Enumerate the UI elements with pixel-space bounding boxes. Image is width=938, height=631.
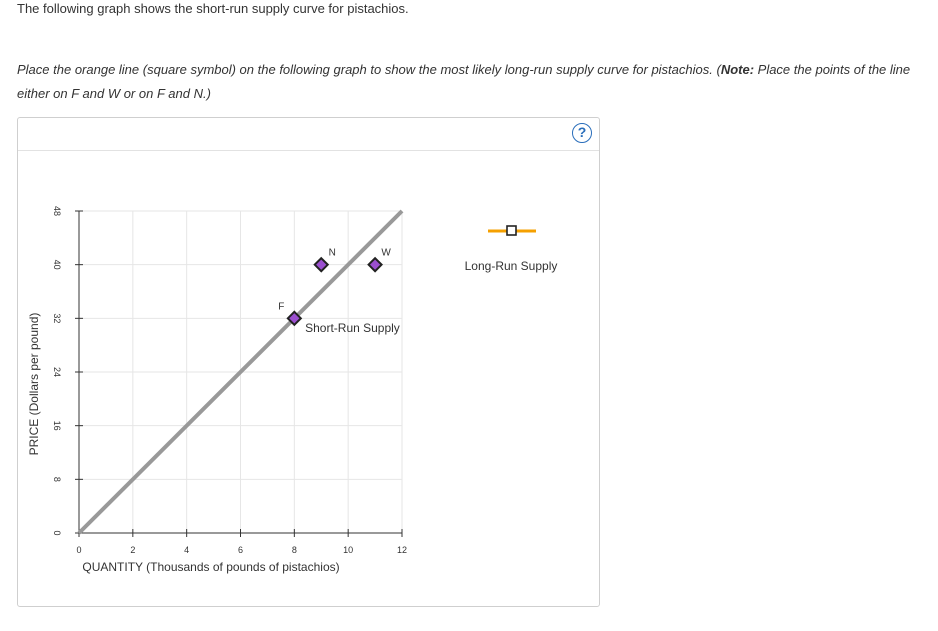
graph-panel: ? 0 2 4 6 8 10 12 0 8 16 24 32 40 48 QUANTITY (Thousan… <box>17 117 600 607</box>
help-icon[interactable]: ? <box>572 123 592 143</box>
note-text: Place the points of the line either on F… <box>17 62 911 101</box>
x-tick-label: 4 <box>184 545 189 555</box>
point-n[interactable] <box>313 256 330 273</box>
y-tick-label: 16 <box>52 421 62 431</box>
point-w[interactable] <box>367 256 383 273</box>
y-tick-label: 40 <box>52 260 62 270</box>
instructions-text: Place the orange line (square symbol) on… <box>17 58 929 106</box>
y-tick-label: 48 <box>52 206 62 216</box>
y-axis-label: PRICE (Dollars per pound) <box>27 313 41 456</box>
x-tick-label: 10 <box>343 545 353 555</box>
point-f[interactable] <box>286 310 303 327</box>
point-label-n: N <box>329 248 336 259</box>
x-axis-label: QUANTITY (Thousands of pounds of pistach… <box>82 560 339 574</box>
point-label-f: F <box>278 301 284 312</box>
instruction-main: Place the orange line (square symbol) on… <box>17 62 721 77</box>
short-run-supply-line <box>77 209 404 535</box>
point-label-w: W <box>381 248 391 259</box>
x-tick-label: 0 <box>76 545 81 555</box>
long-run-supply-square-icon[interactable] <box>506 225 517 236</box>
x-tick-label: 12 <box>397 545 407 555</box>
intro-text: The following graph shows the short-run … <box>17 1 409 16</box>
note-label: Note: <box>720 62 755 77</box>
short-run-supply-label: Short-Run Supply <box>305 321 400 335</box>
y-tick-label: 0 <box>52 530 62 535</box>
y-tick-label: 32 <box>52 313 62 323</box>
y-tick-label: 8 <box>52 477 62 482</box>
x-tick-label: 8 <box>292 545 297 555</box>
x-tick-label: 2 <box>130 545 135 555</box>
graph-panel-header: ? <box>18 118 599 151</box>
x-tick-label: 6 <box>238 545 243 555</box>
y-tick-label: 24 <box>52 367 62 377</box>
legend-label: Long-Run Supply <box>465 259 558 273</box>
